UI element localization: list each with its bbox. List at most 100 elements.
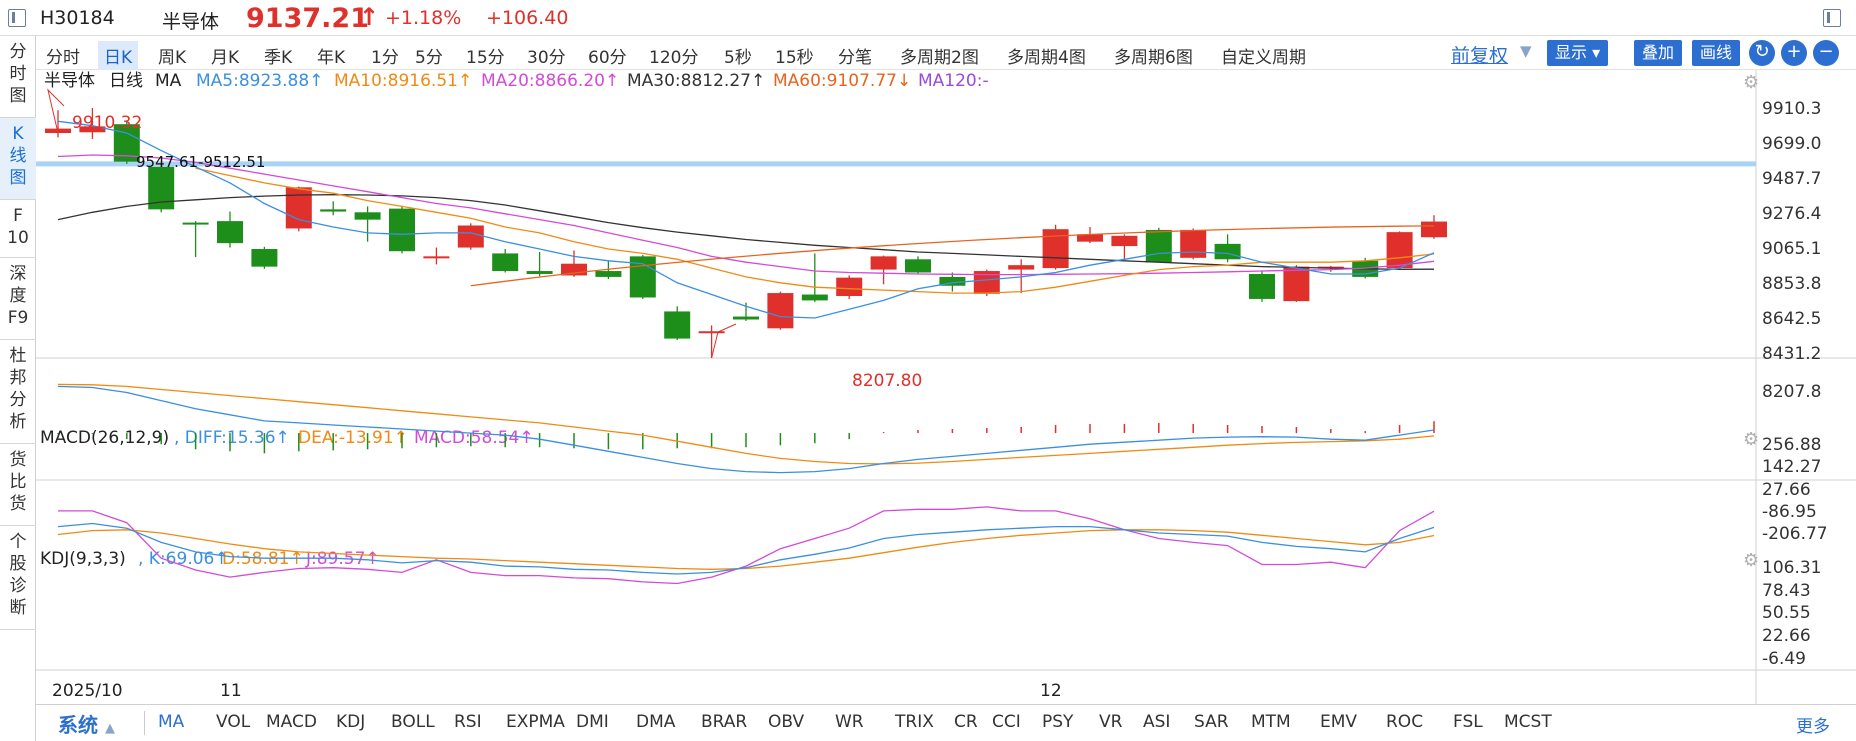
sidebar-toggle-icon[interactable] (8, 9, 26, 27)
draw-line-button[interactable]: 画线 (1692, 40, 1741, 66)
indicator-tab-macd[interactable]: MACD (266, 712, 317, 732)
period-quarter[interactable]: 季K (264, 48, 293, 68)
period-60min[interactable]: 60分 (588, 48, 627, 68)
index-code: H30184 (40, 7, 115, 29)
period-15min[interactable]: 15分 (466, 48, 505, 68)
right-panel-toggle-icon[interactable] (1823, 9, 1841, 27)
ma60-value: MA60:9107.77↓ (773, 71, 911, 91)
period-15sec[interactable]: 15秒 (775, 48, 814, 68)
indicator-tab-brar[interactable]: BRAR (701, 712, 748, 732)
macd-dea-value: DEA:-13.91↑ (298, 428, 408, 448)
macd-legend-name: MACD(26,12,9) (40, 428, 169, 448)
ma20-value: MA20:8866.20↑ (481, 71, 619, 91)
indicator-tab-cr[interactable]: CR (954, 712, 978, 732)
ma-legend-ma: MA (155, 71, 182, 91)
index-name: 半导体 (162, 11, 220, 33)
price-panel-settings-icon[interactable]: ⚙ (1743, 72, 1759, 93)
ma60-line (470, 225, 1435, 287)
period-multi-4[interactable]: 多周期4图 (1007, 48, 1086, 68)
indicator-tab-trix[interactable]: TRIX (895, 712, 934, 732)
period-30min[interactable]: 30分 (527, 48, 566, 68)
macd-tick: -206.77 (1762, 524, 1828, 544)
candle-body (1008, 265, 1035, 270)
last-price: 9137.21 (246, 3, 369, 34)
period-multi-6[interactable]: 多周期6图 (1114, 48, 1193, 68)
period-5min[interactable]: 5分 (415, 48, 443, 68)
indicator-tab-dma[interactable]: DMA (636, 712, 676, 732)
candle-body (1077, 234, 1103, 242)
indicator-tab-asi[interactable]: ASI (1143, 712, 1171, 732)
indicator-tab-expma[interactable]: EXPMA (506, 712, 565, 732)
kdj-settings-icon[interactable]: ⚙ (1743, 550, 1759, 571)
macd-tick: 27.66 (1762, 480, 1811, 500)
period-5sec[interactable]: 5秒 (724, 48, 752, 68)
indicator-tab-rsi[interactable]: RSI (454, 712, 482, 732)
nav-kline[interactable]: K 线 图 (0, 118, 36, 200)
candle-body (182, 222, 209, 225)
macd-diff-line (57, 385, 1435, 474)
period-120min[interactable]: 120分 (649, 48, 699, 68)
indicator-tab-ma[interactable]: MA (158, 712, 185, 732)
candle-body (79, 126, 106, 133)
period-week[interactable]: 周K (158, 48, 187, 68)
change-value: +106.40 (486, 7, 569, 29)
indicator-tab-dmi[interactable]: DMI (576, 712, 609, 732)
nav-diagnosis[interactable]: 个 股 诊 断 (0, 526, 36, 630)
period-tick[interactable]: 分笔 (838, 48, 872, 68)
period-year[interactable]: 年K (317, 48, 346, 68)
indicator-tab-vol[interactable]: VOL (216, 712, 251, 732)
macd-dea-line (57, 383, 1435, 465)
macd-settings-icon[interactable]: ⚙ (1743, 429, 1759, 450)
candle-body (251, 249, 278, 267)
up-arrow-icon: ↑ (359, 3, 380, 31)
low-price-label: 8207.80 (852, 371, 922, 391)
period-multi-2[interactable]: 多周期2图 (900, 48, 979, 68)
nav-fenshi[interactable]: 分 时 图 (0, 36, 36, 118)
tab-separator (144, 711, 145, 735)
indicator-tab-wr[interactable]: WR (835, 712, 864, 732)
refresh-icon[interactable]: ↻ (1749, 40, 1775, 66)
nav-depth-f9[interactable]: 深 度 F9 (0, 258, 36, 340)
indicator-tab-mcst[interactable]: MCST (1504, 712, 1552, 732)
indicator-tab-mtm[interactable]: MTM (1251, 712, 1291, 732)
kdj-k-value: , K:69.06↑ (138, 549, 229, 569)
candle-body (870, 256, 897, 270)
adjust-mode-dropdown[interactable]: 前复权 (1451, 45, 1509, 67)
nav-compare[interactable]: 货 比 货 (0, 444, 36, 526)
price-tick: 9910.3 (1762, 99, 1821, 119)
system-menu[interactable]: 系统 ▲ (58, 713, 115, 737)
period-day[interactable]: 日K (98, 41, 139, 70)
ma120-value: MA120:- (918, 71, 989, 91)
macd-tick: 256.88 (1762, 435, 1821, 455)
kdj-tick: 106.31 (1762, 558, 1821, 578)
indicator-tabbar: 系统 ▲ MA VOL MACD KDJ BOLL RSI EXPMA DMI DMA BRAR O… (36, 704, 1856, 741)
zoom-in-icon[interactable]: + (1781, 40, 1807, 66)
kdj-legend-name: KDJ(9,3,3) (40, 549, 126, 569)
indicator-tab-kdj[interactable]: KDJ (336, 712, 366, 732)
high-price-label: 9910.32 (72, 113, 142, 133)
indicator-tab-roc[interactable]: ROC (1386, 712, 1424, 732)
indicator-tab-cci[interactable]: CCI (992, 712, 1021, 732)
indicator-tab-boll[interactable]: BOLL (391, 712, 435, 732)
period-1min[interactable]: 1分 (371, 48, 399, 68)
overlay-button[interactable]: 叠加 (1634, 40, 1683, 66)
period-fenshi[interactable]: 分时 (46, 48, 80, 68)
indicator-tab-fsl[interactable]: FSL (1453, 712, 1483, 732)
indicator-tab-sar[interactable]: SAR (1194, 712, 1229, 732)
nav-dupont[interactable]: 杜 邦 分 析 (0, 340, 36, 444)
indicator-tab-obv[interactable]: OBV (768, 712, 805, 732)
macd-hist-value: MACD:58.54↑ (414, 428, 534, 448)
more-button[interactable]: 更多 (1796, 717, 1830, 737)
chart-area[interactable]: 半导体 日线 MA MA5:8923.88↑ MA10:8916.51↑ MA2… (36, 70, 1856, 704)
chevron-down-icon[interactable]: ▼ (1520, 42, 1532, 60)
period-month[interactable]: 月K (211, 48, 240, 68)
zoom-out-icon[interactable]: − (1813, 40, 1839, 66)
high-price-leader (47, 88, 65, 134)
indicator-tab-vr[interactable]: VR (1099, 712, 1123, 732)
period-custom[interactable]: 自定义周期 (1221, 48, 1306, 68)
candle-body (698, 331, 725, 334)
indicator-tab-emv[interactable]: EMV (1320, 712, 1358, 732)
indicator-tab-psy[interactable]: PSY (1042, 712, 1074, 732)
nav-f10[interactable]: F 10 (0, 200, 36, 258)
display-button[interactable]: 显示 ▾ (1547, 40, 1609, 66)
